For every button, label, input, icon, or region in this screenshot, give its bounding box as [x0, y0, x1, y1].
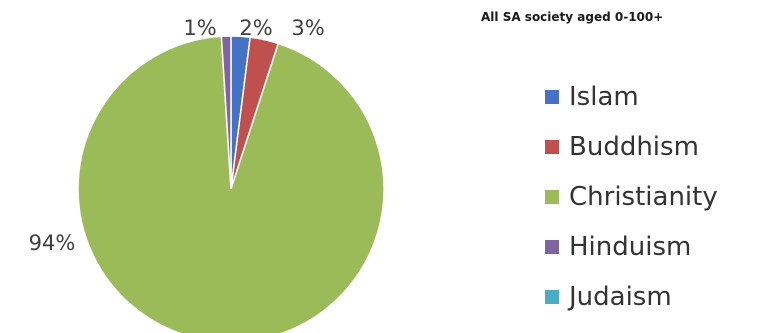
legend-label-buddhism: Buddhism: [569, 132, 699, 162]
legend-swatch-christianity: [545, 190, 559, 204]
legend-item-judaism: Judaism: [545, 272, 718, 322]
legend-swatch-judaism: [545, 290, 559, 304]
legend-item-hinduism: Hinduism: [545, 222, 718, 272]
legend-label-hinduism: Hinduism: [569, 232, 692, 262]
data-label-hinduism: 1%: [183, 16, 216, 40]
data-label-islam: 2%: [239, 16, 272, 40]
chart-title: All SA society aged 0-100+: [481, 10, 664, 24]
legend-item-christianity: Christianity: [545, 172, 718, 222]
chart-legend: Islam Buddhism Christianity Hinduism Judaism: [545, 72, 718, 322]
pie-slice-christianity: [77, 35, 385, 333]
legend-swatch-buddhism: [545, 140, 559, 154]
legend-label-judaism: Judaism: [569, 282, 672, 312]
pie-slice-hinduism: [220, 35, 232, 190]
legend-label-christianity: Christianity: [569, 182, 718, 212]
data-label-buddhism: 3%: [291, 16, 324, 40]
legend-item-buddhism: Buddhism: [545, 122, 718, 172]
legend-swatch-hinduism: [545, 240, 559, 254]
legend-label-islam: Islam: [569, 82, 639, 112]
legend-swatch-islam: [545, 90, 559, 104]
data-label-christianity: 94%: [29, 231, 76, 255]
legend-item-islam: Islam: [545, 72, 718, 122]
